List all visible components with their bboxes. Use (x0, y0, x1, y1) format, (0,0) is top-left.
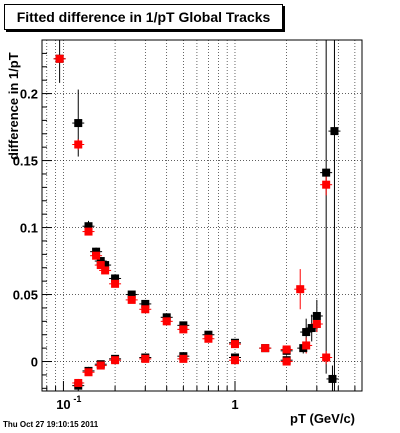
data-point-marker (302, 328, 311, 337)
error-bars (53, 40, 341, 391)
data-point-marker (141, 354, 150, 363)
data-point-marker (96, 361, 105, 370)
data-point-marker (111, 356, 120, 365)
data-point-marker (230, 340, 239, 349)
data-point-marker (179, 321, 188, 330)
data-point-marker (101, 261, 110, 270)
data-point-marker (111, 274, 120, 283)
data-point-marker (92, 251, 101, 260)
y-tick-label: 0.2 (20, 87, 38, 102)
data-point-marker (204, 330, 213, 339)
y-tick-label: 0.15 (13, 154, 38, 169)
data-point-marker (84, 368, 93, 377)
data-point-marker (179, 325, 188, 334)
data-point-marker (127, 295, 136, 304)
data-point-marker (296, 285, 305, 294)
data-point-marker (162, 317, 171, 326)
data-point-marker (312, 311, 321, 320)
data-point-marker (84, 222, 93, 231)
data-point-marker (322, 168, 331, 177)
data-point-marker (127, 290, 136, 299)
data-point-marker (101, 266, 110, 275)
data-point-marker (330, 127, 339, 136)
data-point-marker (322, 180, 331, 189)
data-point-marker (96, 257, 105, 266)
data-point-marker (55, 54, 64, 63)
grid-lines (42, 40, 362, 391)
y-axis-label: difference in 1/pT (6, 52, 21, 160)
data-point-marker (162, 313, 171, 322)
data-point-marker (74, 140, 83, 149)
data-point-marker (261, 344, 270, 353)
x-tick-label-exponent: -1 (73, 394, 81, 404)
axes (41, 39, 363, 392)
data-point-marker (74, 119, 83, 128)
data-point-marker (312, 320, 321, 329)
chart-title: Fitted difference in 1/pT Global Tracks (16, 9, 271, 25)
timestamp: Thu Oct 27 19:10:15 2011 (3, 420, 99, 429)
data-point-marker (282, 357, 291, 366)
chart-title-box: Fitted difference in 1/pT Global Tracks (4, 4, 283, 30)
x-tick-label: 10 (56, 397, 70, 412)
data-point-marker (230, 356, 239, 365)
data-point-marker (302, 341, 311, 350)
y-tick-label: 0 (31, 355, 38, 370)
data-point-marker (84, 227, 93, 236)
data-point-marker (282, 345, 291, 354)
data-point-marker (96, 261, 105, 270)
data-point-marker (204, 334, 213, 343)
data-point-marker (141, 299, 150, 308)
data-point-marker (322, 353, 331, 362)
x-axis-label: pT (GeV/c) (290, 411, 356, 426)
y-tick-label: 0.05 (13, 288, 38, 303)
tick-labels: 0 0.05 0.1 0.15 0.2 10 -1 1 (13, 87, 239, 412)
data-point-marker (141, 305, 150, 314)
data-point-marker (179, 354, 188, 363)
x-tick-label: 1 (231, 397, 238, 412)
data-point-marker (92, 247, 101, 256)
y-tick-label: 0.1 (20, 221, 38, 236)
data-point-marker (307, 324, 316, 333)
data-point-marker (111, 279, 120, 288)
data-point-marker (74, 378, 83, 387)
data-markers (55, 54, 339, 390)
data-point-marker (328, 374, 337, 383)
plot-frame (41, 39, 363, 392)
